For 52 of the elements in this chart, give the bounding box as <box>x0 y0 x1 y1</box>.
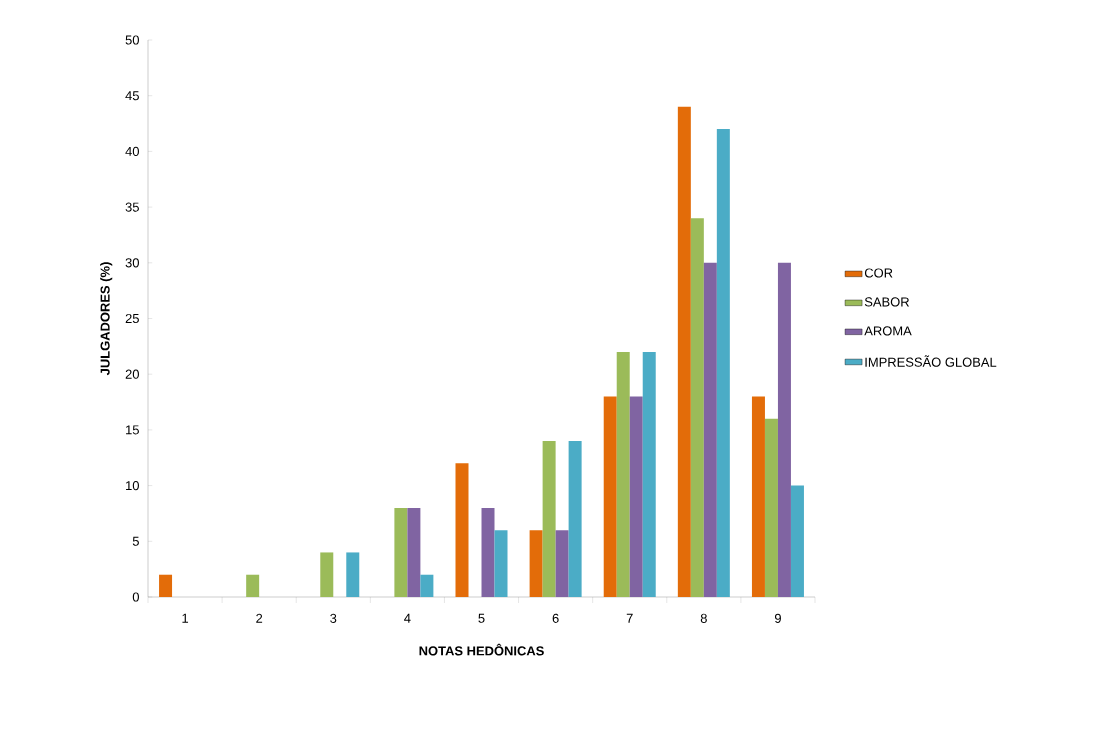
legend-label: SABOR <box>864 297 910 307</box>
legend-label: COR <box>864 268 893 278</box>
x-tick-label: 6 <box>552 613 559 623</box>
y-tick-label: 40 <box>125 146 139 156</box>
legend-label: IMPRESSÃO GLOBAL <box>865 355 997 367</box>
x-tick-label: 1 <box>182 613 189 623</box>
bar <box>494 530 508 597</box>
y-axis-title: JULGADORES (%) <box>100 262 113 376</box>
y-tick-label: 0 <box>132 592 139 602</box>
y-tick-label: 45 <box>125 91 139 101</box>
legend-label: AROMA <box>864 326 912 336</box>
x-tick-label: 2 <box>256 613 263 623</box>
x-tick-label: 5 <box>478 613 485 623</box>
x-axis-title: NOTAS HEDÔNICAS <box>419 643 544 656</box>
bar <box>246 574 260 597</box>
bar <box>790 485 804 597</box>
bar <box>690 218 704 597</box>
bar <box>751 396 765 597</box>
bar <box>616 351 630 597</box>
bar <box>455 463 469 597</box>
x-tick-label: 4 <box>404 613 411 623</box>
bar <box>603 396 617 597</box>
bar <box>677 106 691 597</box>
x-tick-label: 3 <box>330 613 337 623</box>
bar <box>703 262 717 597</box>
bar <box>555 530 569 597</box>
bar <box>568 441 582 597</box>
y-tick-label: 15 <box>126 425 139 435</box>
y-tick-label: 50 <box>125 35 139 45</box>
bar <box>716 129 730 597</box>
bar <box>764 418 778 597</box>
bar <box>320 552 334 597</box>
bar <box>159 574 173 597</box>
bar <box>542 441 556 597</box>
y-tick-label: 5 <box>132 536 139 546</box>
y-tick-label: 10 <box>126 481 139 491</box>
bar <box>529 530 543 597</box>
bar <box>481 507 495 597</box>
y-tick-label: 25 <box>125 313 139 324</box>
y-tick-label: 30 <box>125 258 139 268</box>
bar <box>420 574 434 597</box>
bar <box>346 552 360 597</box>
bar <box>407 507 421 597</box>
x-tick-label: 9 <box>774 613 781 623</box>
x-tick-label: 8 <box>700 613 707 623</box>
bar <box>642 351 656 597</box>
bar <box>629 396 643 597</box>
bar <box>777 262 791 597</box>
x-tick-label: 7 <box>626 613 633 623</box>
bar <box>394 507 408 597</box>
y-tick-label: 35 <box>125 202 139 212</box>
y-tick-label: 20 <box>125 369 139 379</box>
